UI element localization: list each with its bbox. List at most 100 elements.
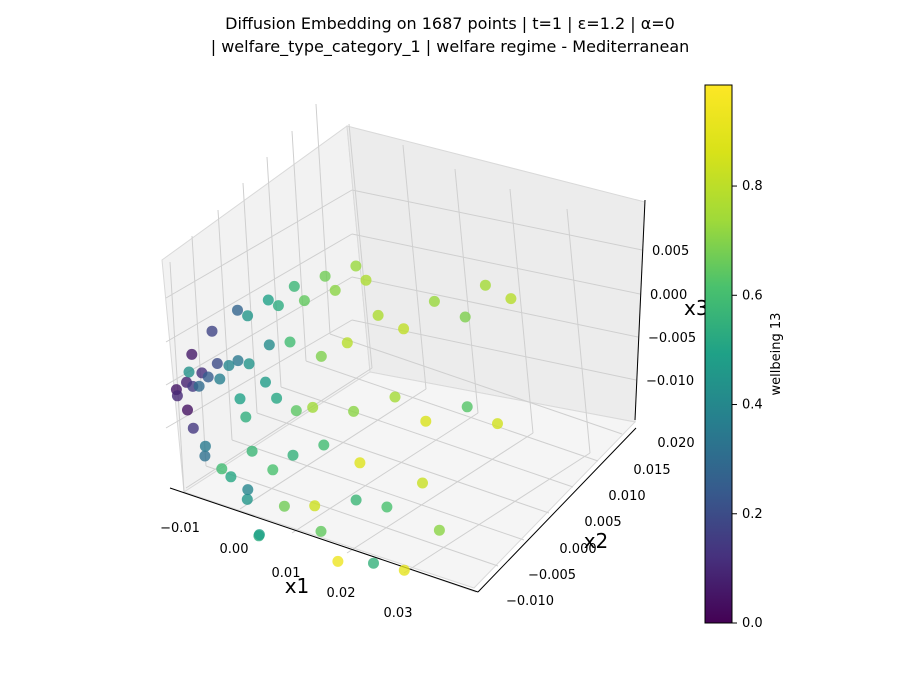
data-point — [479, 279, 491, 291]
y-axis-label: x2 — [584, 529, 609, 553]
data-point — [240, 411, 252, 423]
colorbar-tick-label: 0.4 — [742, 398, 763, 413]
x-tick-label: 0.02 — [327, 586, 356, 601]
data-point — [389, 391, 401, 403]
colorbar-tick-label: 0.6 — [742, 288, 763, 303]
x-tick-label: 0.01 — [272, 566, 301, 581]
data-point — [284, 336, 296, 348]
data-point — [223, 360, 235, 371]
data-point — [187, 422, 199, 434]
z-tick-labels: 0.005 0.000 −0.005 −0.010 — [646, 244, 696, 389]
data-point — [241, 493, 253, 505]
data-point — [206, 325, 218, 337]
data-point — [341, 337, 353, 349]
data-point — [420, 415, 432, 427]
floor-pane — [182, 371, 637, 589]
z-axis-label: x3 — [684, 296, 709, 320]
data-point — [253, 529, 265, 541]
data-point — [211, 358, 223, 369]
colorbar-ticks: 0.0 0.2 0.4 0.6 0.8 — [732, 179, 763, 631]
x-tick-label: 0.03 — [384, 606, 413, 621]
y-tick-label: −0.005 — [528, 568, 576, 583]
data-point — [290, 405, 302, 417]
x-tick-label: 0.00 — [220, 542, 249, 557]
data-point — [232, 304, 243, 316]
colorbar-label: wellbeing 13 — [769, 313, 784, 396]
data-point — [272, 300, 284, 312]
data-point — [287, 449, 299, 461]
data-point — [505, 293, 517, 305]
data-point — [315, 525, 327, 537]
y-tick-label: 0.000 — [559, 542, 596, 557]
data-point — [262, 294, 274, 306]
z-tick-label: −0.010 — [646, 374, 694, 389]
chart-title-line-2: | welfare_type_category_1 | welfare regi… — [210, 37, 690, 56]
data-point — [193, 380, 205, 392]
data-point — [186, 348, 198, 360]
data-point — [307, 401, 319, 413]
data-point — [417, 477, 428, 489]
data-point — [315, 350, 327, 362]
data-point — [461, 401, 473, 413]
y-axis-line — [477, 427, 637, 593]
y-tick-label: −0.010 — [506, 594, 554, 609]
x-tick-label: −0.01 — [160, 521, 200, 536]
z-tick-label: −0.005 — [648, 331, 696, 346]
z-tick-label: 0.005 — [652, 244, 689, 259]
y-tick-label: 0.015 — [633, 463, 670, 478]
data-point — [318, 439, 330, 451]
data-point — [350, 494, 362, 506]
data-point — [216, 463, 228, 475]
data-point — [372, 309, 384, 321]
data-point — [260, 376, 271, 388]
colorbar-tick-label: 0.8 — [742, 179, 763, 194]
data-point — [214, 373, 226, 385]
data-point — [182, 404, 193, 416]
y-tick-label: 0.005 — [584, 515, 621, 530]
data-point — [368, 557, 379, 569]
data-point — [298, 295, 310, 307]
z-axis-line — [634, 199, 646, 421]
data-point — [398, 323, 410, 335]
y-tick-label: 0.010 — [608, 489, 645, 504]
grid-lines — [165, 103, 643, 593]
data-point — [267, 464, 279, 476]
data-point — [459, 311, 471, 323]
data-point — [242, 484, 254, 496]
data-point — [309, 500, 321, 512]
points-layer — [170, 260, 517, 576]
data-point — [350, 260, 362, 272]
data-point — [183, 366, 195, 378]
data-point — [199, 450, 211, 462]
data-point — [263, 339, 275, 351]
data-point — [360, 274, 372, 286]
data-point — [171, 390, 183, 402]
data-point — [319, 270, 331, 282]
data-point — [398, 564, 410, 576]
chart-title-line-1: Diffusion Embedding on 1687 points | t=1… — [225, 14, 675, 33]
data-point — [348, 405, 360, 417]
data-point — [202, 371, 214, 383]
data-point — [232, 355, 244, 367]
data-point — [492, 418, 503, 430]
data-point — [381, 501, 393, 513]
colorbar — [704, 84, 733, 624]
data-point — [329, 284, 341, 296]
data-point — [354, 457, 366, 469]
colorbar-tick-label: 0.0 — [742, 616, 763, 631]
data-point — [234, 393, 246, 405]
y-tick-labels: −0.010 −0.005 0.000 0.005 0.010 0.015 0.020 — [506, 436, 695, 609]
z-tick-label: 0.000 — [650, 288, 687, 303]
data-point — [225, 471, 237, 483]
x-axis-line — [169, 487, 479, 593]
data-point — [199, 440, 211, 452]
data-point — [271, 392, 283, 404]
data-point — [243, 358, 255, 370]
data-point — [332, 555, 344, 567]
data-point — [428, 295, 440, 307]
colorbar-tick-label: 0.2 — [742, 507, 763, 522]
data-point — [242, 310, 254, 322]
x-tick-labels: −0.01 0.00 0.01 0.02 0.03 — [160, 521, 412, 621]
